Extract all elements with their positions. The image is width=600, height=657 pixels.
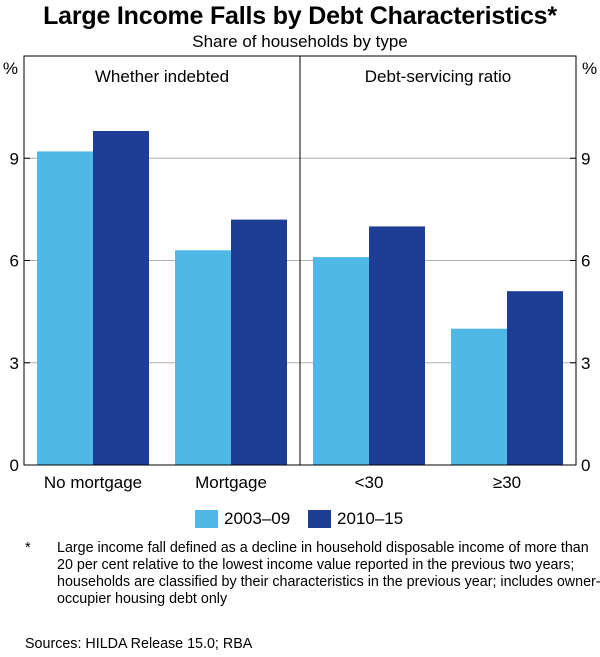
- panel-title-0: Whether indebted: [95, 67, 229, 86]
- legend-swatch-2010-15: [308, 510, 331, 528]
- legend-label-2003-09: 2003–09: [224, 509, 291, 528]
- y-tick-left-9: 9: [10, 149, 19, 168]
- y-unit-left: %: [3, 59, 18, 78]
- legend-label-2010-15: 2010–15: [337, 509, 404, 528]
- bar-0-0-0: [37, 151, 93, 465]
- y-tick-left-6: 6: [10, 252, 19, 271]
- category-label-1-1: ≥30: [493, 473, 521, 492]
- y-tick-left-0: 0: [10, 456, 19, 475]
- legend-item-2003-09: 2003–09: [195, 509, 290, 529]
- bar-chart: Whether indebted No mortgage Mortgage Debt-…: [3, 55, 597, 492]
- legend: 2003–09 2010–15: [0, 509, 600, 531]
- bar-0-1-0: [175, 250, 231, 465]
- bar-0-1-1: [231, 219, 287, 465]
- category-label-0-0: No mortgage: [44, 473, 142, 492]
- legend-swatch-2003-09: [195, 510, 218, 528]
- chart-subtitle: Share of households by type: [192, 32, 408, 51]
- category-label-0-1: Mortgage: [195, 473, 267, 492]
- y-tick-left-3: 3: [10, 354, 19, 373]
- y-tick-right-9: 9: [581, 149, 590, 168]
- panel-title-1: Debt-servicing ratio: [365, 67, 511, 86]
- y-tick-right-0: 0: [581, 456, 590, 475]
- bar-1-1-0: [451, 328, 507, 465]
- legend-item-2010-15: 2010–15: [308, 509, 403, 529]
- bar-0-0-1: [93, 130, 149, 465]
- category-label-1-0: <30: [355, 473, 384, 492]
- y-unit-right: %: [582, 59, 597, 78]
- footnote-text: Large income fall defined as a decline i…: [57, 540, 600, 607]
- y-tick-right-6: 6: [581, 252, 590, 271]
- footnote-marker: *: [25, 540, 31, 556]
- chart-title: Large Income Falls by Debt Characteristi…: [43, 2, 557, 30]
- y-tick-right-3: 3: [581, 354, 590, 373]
- bar-1-1-1: [507, 291, 563, 465]
- bar-1-0-1: [369, 226, 425, 465]
- sources-note: Sources: HILDA Release 15.0; RBA: [25, 636, 253, 652]
- bar-1-0-0: [313, 257, 369, 465]
